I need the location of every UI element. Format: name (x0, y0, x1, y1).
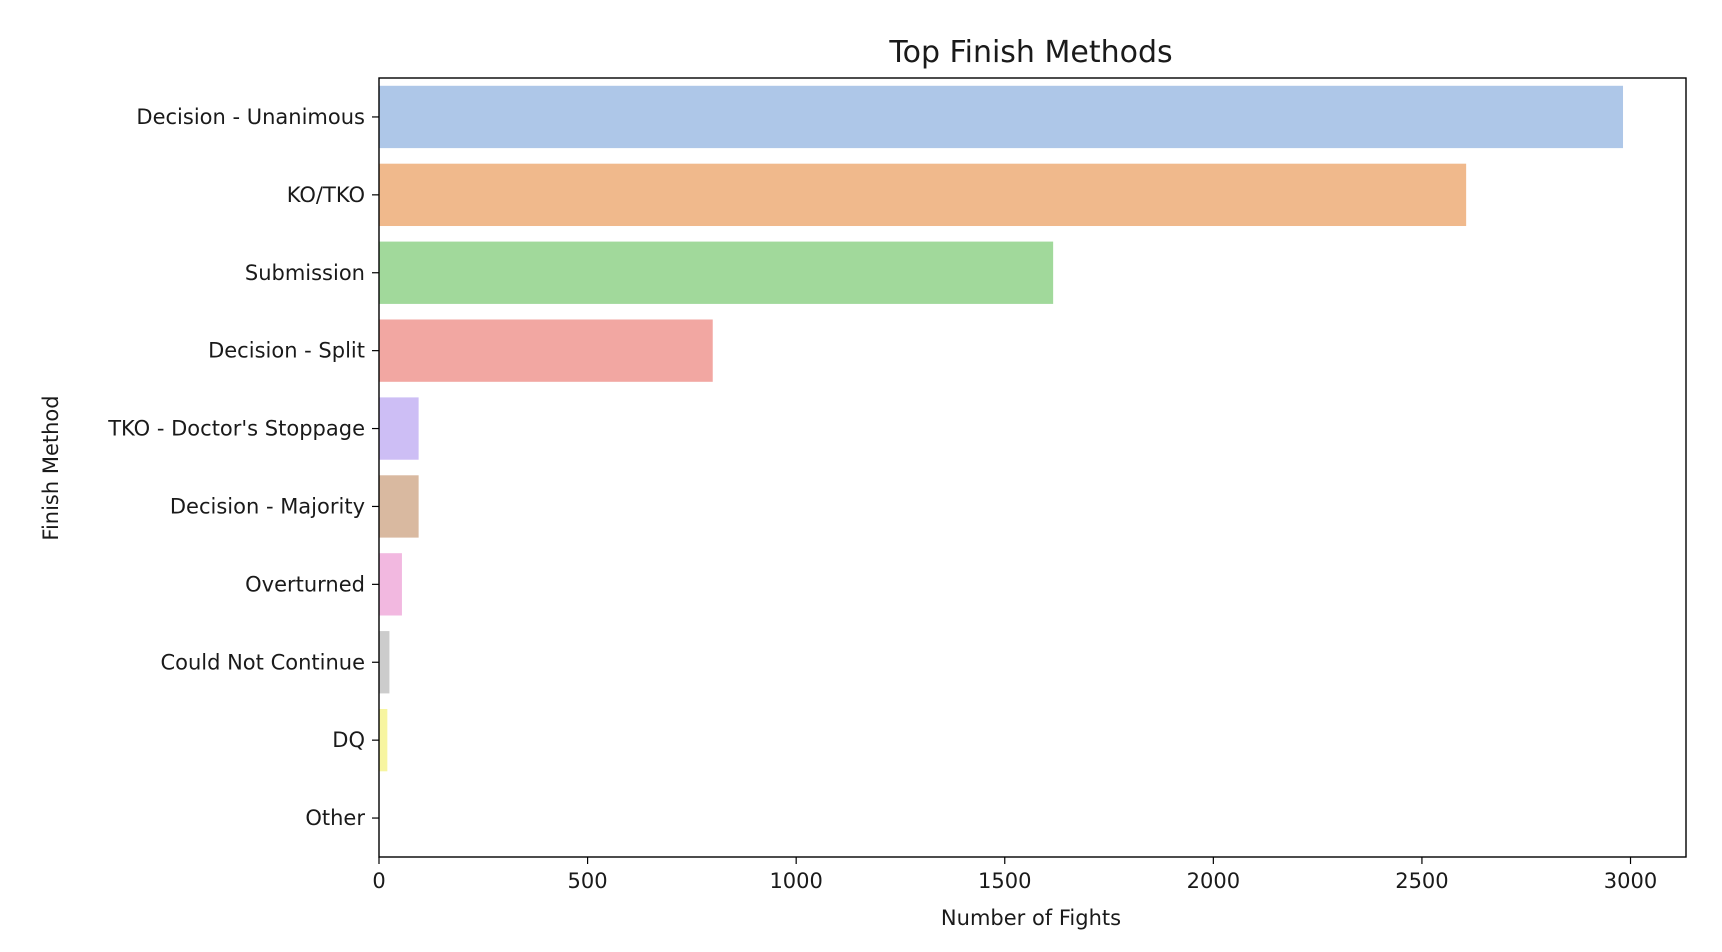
x-tick-label: 1000 (769, 869, 822, 893)
x-tick-label: 1500 (978, 869, 1031, 893)
y-tick-label: KO/TKO (287, 183, 365, 207)
bar-4 (379, 397, 419, 460)
x-tick-label: 0 (372, 869, 385, 893)
x-tick-label: 2500 (1395, 869, 1448, 893)
bar-5 (379, 475, 419, 538)
y-tick-label: TKO - Doctor's Stoppage (107, 417, 365, 441)
y-axis-ticks: Decision - Unanimous KO/TKO Submission Deci… (107, 105, 379, 830)
x-tick-label: 500 (568, 869, 608, 893)
plot-frame (378, 77, 1687, 858)
y-tick-label: Submission (245, 261, 365, 285)
y-tick-label: Decision - Majority (170, 494, 365, 518)
bar-3 (379, 319, 713, 382)
x-tick-label: 3000 (1604, 869, 1657, 893)
y-axis-label: Finish Method (39, 395, 63, 540)
y-tick-label: Overturned (245, 572, 365, 596)
y-tick-label: Could Not Continue (160, 650, 365, 674)
bar-7 (379, 631, 390, 694)
bar-0 (379, 85, 1624, 149)
bar-1 (379, 163, 1467, 227)
bar-2 (379, 241, 1054, 304)
y-tick-label: Decision - Unanimous (136, 105, 365, 129)
y-tick-label: Decision - Split (208, 339, 365, 363)
x-axis-label: Number of Fights (941, 906, 1121, 930)
chart-title: Top Finish Methods (888, 35, 1172, 70)
x-axis-ticks: 0 500 1000 1500 2000 2500 3000 (372, 857, 1657, 893)
y-tick-label: DQ (332, 728, 365, 752)
bar-6 (379, 553, 402, 616)
y-tick-label: Other (305, 806, 365, 830)
x-tick-label: 2000 (1187, 869, 1240, 893)
bar-8 (379, 708, 388, 772)
bars-layer (379, 85, 1624, 772)
